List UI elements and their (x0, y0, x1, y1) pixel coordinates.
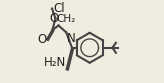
Text: H₂N: H₂N (44, 56, 66, 69)
Text: Cl: Cl (53, 2, 65, 15)
Text: N: N (67, 32, 75, 45)
Text: O: O (37, 33, 46, 46)
Text: O: O (49, 12, 58, 25)
Text: CH₂: CH₂ (57, 14, 76, 24)
